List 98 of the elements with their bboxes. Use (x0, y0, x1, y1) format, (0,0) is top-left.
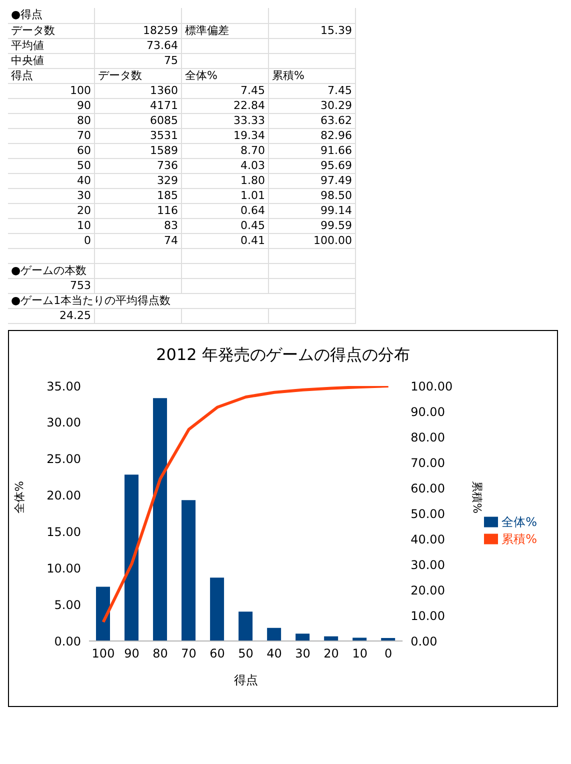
y-axis-title: 全体% (12, 480, 26, 513)
text: ●得点 (8, 8, 94, 23)
text: 7.45 (182, 83, 268, 98)
category-label: 50 (77, 158, 91, 172)
text: データ数 (94, 68, 182, 83)
y-tick-label: 25.00 (46, 452, 81, 466)
x-tick-label: 30 (295, 646, 310, 660)
text: 98.50 (268, 188, 356, 203)
category-label: 20 (77, 204, 91, 216)
category-label: 30 (77, 188, 91, 202)
text: 7.45 (268, 83, 356, 98)
line-series (102, 386, 390, 624)
text: ●ゲーム1本当たりの平均得点数 (10, 293, 172, 308)
text: 736 (94, 158, 182, 173)
text: 標準偏差 (182, 23, 268, 38)
y2-tick-label: 30.00 (410, 557, 445, 572)
legend-label: 全体% (502, 514, 537, 528)
text: 22.84 (182, 98, 268, 113)
text: 99.59 (268, 218, 356, 233)
text: 6085 (94, 113, 182, 128)
text: 75 (94, 53, 182, 68)
y2-tick-label: 80.00 (410, 430, 445, 444)
x-tick-label: 10 (352, 646, 368, 660)
text: 0.41 (182, 233, 268, 248)
text: 73.64 (94, 38, 182, 53)
x-tick-label: 70 (181, 646, 196, 660)
category-label: 80 (77, 114, 91, 126)
text: 185 (94, 188, 182, 203)
text: データ数 (8, 23, 94, 38)
text: 3531 (94, 128, 182, 143)
y-tick-label: 0.00 (54, 634, 81, 648)
category-label: 90 (77, 98, 91, 112)
text: 1589 (94, 143, 182, 158)
text: 24.25 (8, 308, 94, 323)
y-tick-label: 10.00 (46, 560, 81, 575)
category-label: 100 (70, 84, 91, 96)
x-tick-label: 60 (210, 646, 225, 660)
x-tick-label: 20 (324, 646, 339, 660)
text: 8.70 (182, 143, 268, 158)
text: 平均値 (8, 38, 94, 53)
y-tick-label: 20.00 (46, 488, 81, 502)
text: 30.29 (268, 98, 356, 113)
y2-tick-label: 90.00 (410, 404, 445, 418)
y2-axis-title: 累積% (470, 480, 484, 513)
text: 95.69 (268, 158, 356, 173)
text: 得点 (11, 68, 33, 82)
category-label: 40 (77, 174, 91, 186)
text: 19.34 (182, 128, 268, 143)
y2-tick-label: 0.00 (410, 634, 438, 648)
text: 33.33 (182, 113, 268, 128)
x-tick-label: 0 (384, 646, 392, 660)
text: 116 (94, 203, 182, 218)
text: 0.45 (182, 218, 268, 233)
y-tick-label: 35.00 (46, 378, 81, 393)
y-tick-label: 5.00 (54, 597, 81, 612)
category-label: 70 (77, 128, 91, 142)
x-tick-label: 50 (238, 646, 254, 660)
text: 97.49 (268, 173, 356, 188)
category-label: 0 (84, 234, 91, 246)
x-tick-label: 90 (124, 646, 140, 660)
text: 329 (94, 173, 182, 188)
text: 91.66 (268, 143, 356, 158)
text: 1.01 (182, 188, 268, 203)
text: 82.96 (268, 128, 356, 143)
category-label: 60 (77, 144, 91, 156)
text: 15.39 (268, 23, 356, 38)
y2-tick-label: 100.00 (410, 378, 453, 393)
y2-tick-label: 50.00 (410, 506, 445, 520)
y-tick-label: 15.00 (46, 524, 81, 538)
text: 63.62 (268, 113, 356, 128)
text: 全体% (185, 68, 218, 82)
text: 18259 (94, 23, 182, 38)
text: 753 (8, 278, 94, 293)
chart-title: 2012 年発売のゲームの得点の分布 (155, 344, 411, 366)
text: 83 (94, 218, 182, 233)
x-tick-label: 40 (266, 646, 282, 660)
x-tick-label: 80 (152, 646, 168, 660)
category-label: 10 (77, 218, 91, 232)
legend-label: 累積% (502, 532, 537, 546)
text: 4.03 (182, 158, 268, 173)
text: 1360 (94, 83, 182, 98)
text: 99.14 (268, 203, 356, 218)
text: ●ゲームの本数 (8, 263, 94, 278)
text: 74 (94, 233, 182, 248)
text: 0.64 (182, 203, 268, 218)
x-axis-title: 得点 (234, 672, 258, 686)
y2-tick-label: 10.00 (410, 608, 445, 622)
y2-tick-label: 20.00 (410, 582, 445, 597)
text: 1.80 (182, 173, 268, 188)
y2-tick-label: 40.00 (410, 532, 445, 546)
y-tick-label: 30.00 (46, 415, 81, 430)
text: 100.00 (268, 233, 356, 248)
text: 累積% (272, 68, 304, 82)
text: 4171 (94, 98, 182, 113)
y2-tick-label: 60.00 (410, 480, 445, 495)
x-tick-label: 100 (92, 646, 115, 660)
text: 中央値 (8, 53, 94, 68)
y2-tick-label: 70.00 (410, 455, 445, 470)
